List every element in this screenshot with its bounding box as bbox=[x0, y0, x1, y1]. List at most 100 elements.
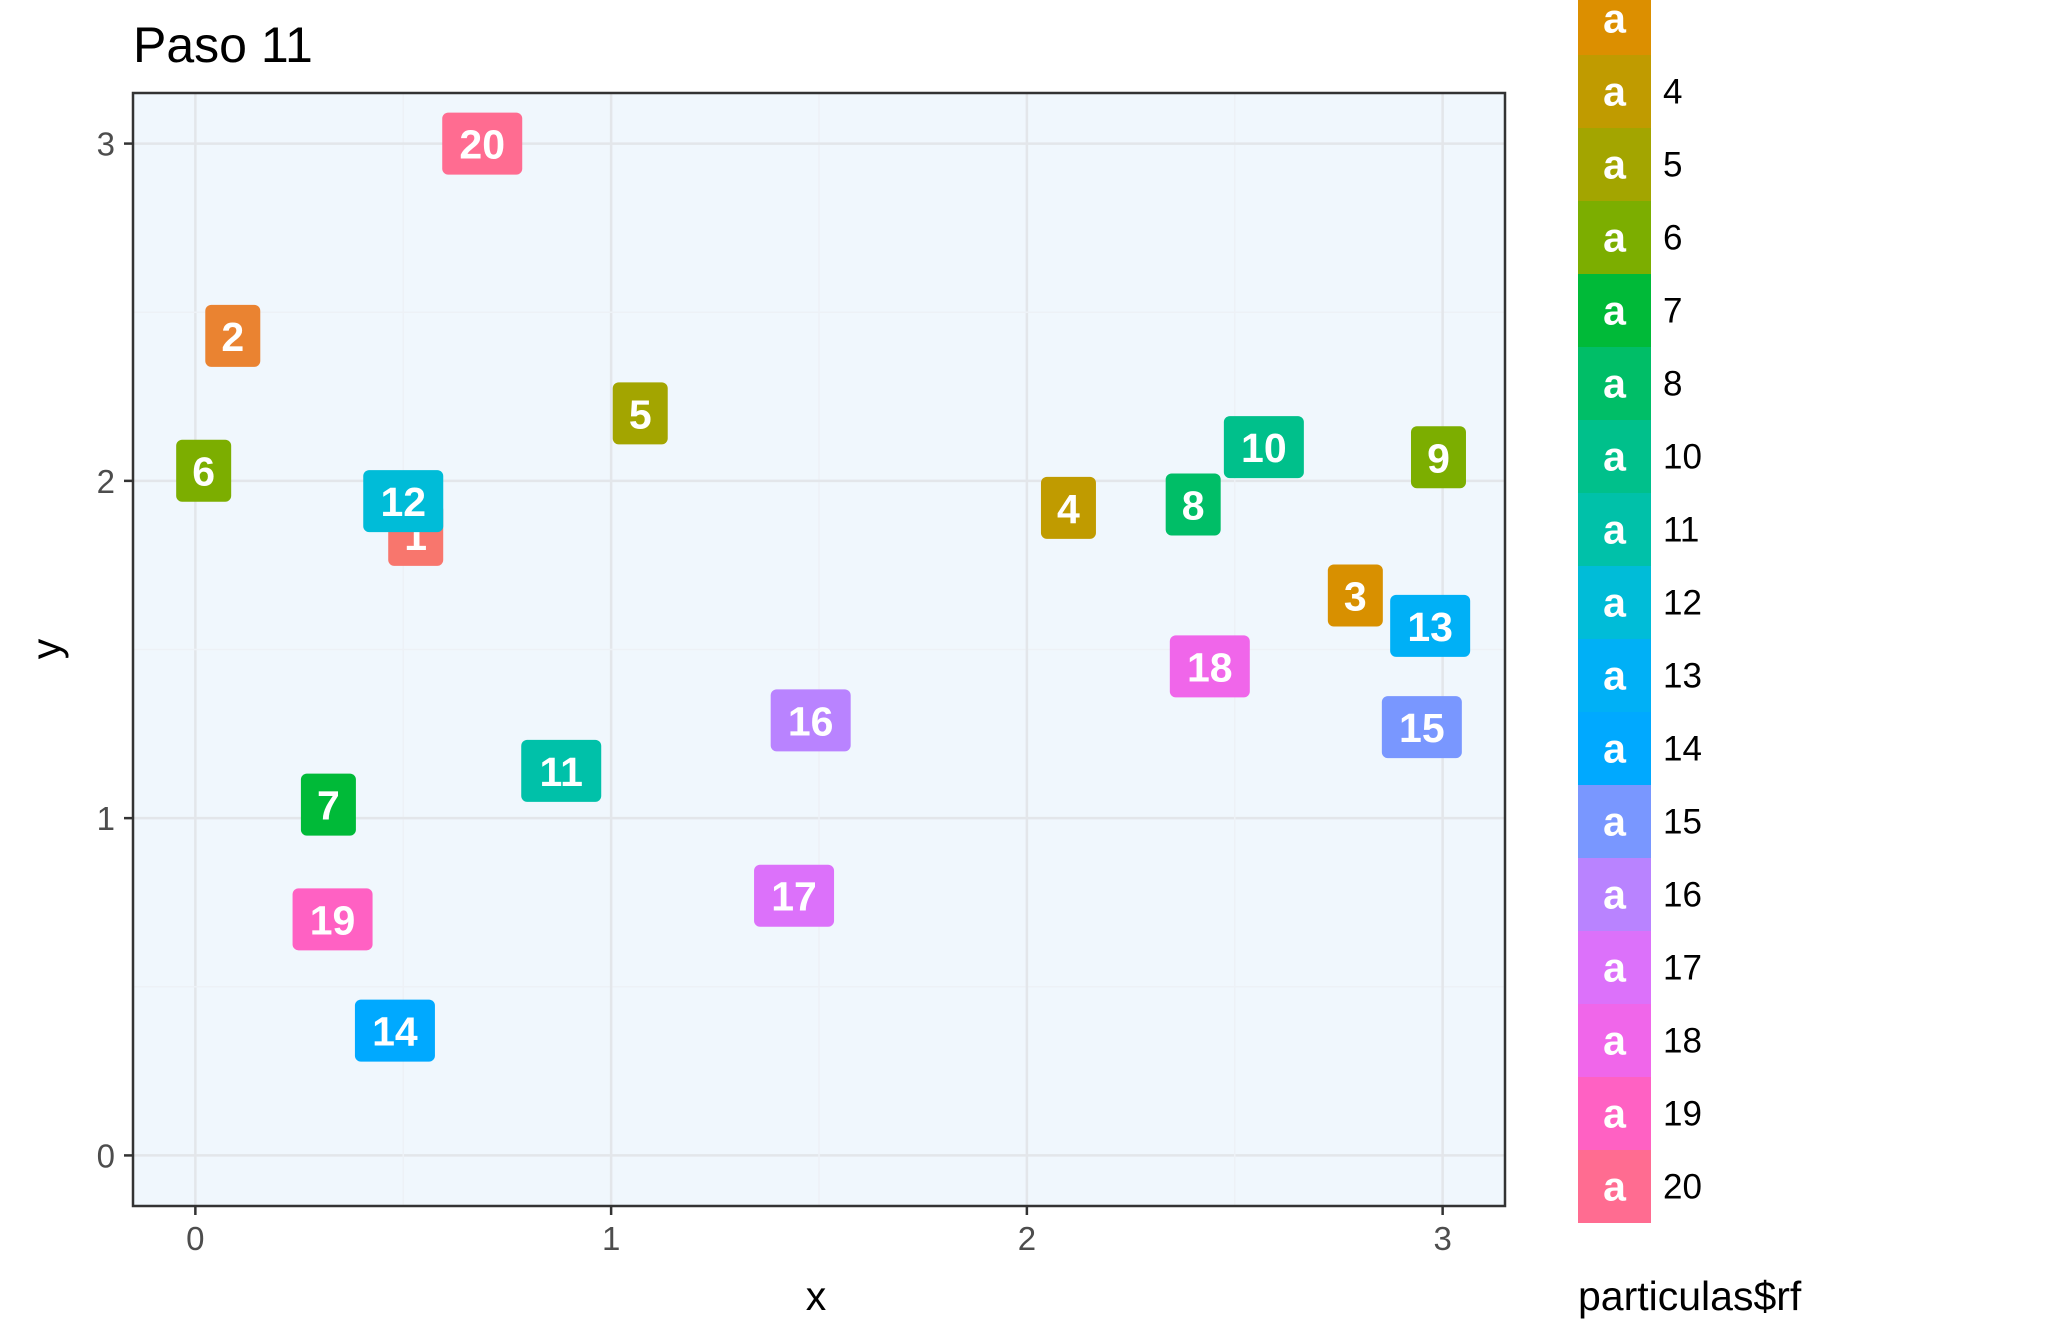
data-label-text: 15 bbox=[1399, 705, 1445, 751]
legend-item: a 16 bbox=[1578, 858, 1702, 931]
legend-label: 18 bbox=[1663, 1022, 1702, 1061]
legend-key bbox=[1578, 55, 1651, 128]
legend-item: a 20 bbox=[1578, 1150, 1702, 1223]
legend-key-glyph: a bbox=[1603, 288, 1627, 334]
legend-key bbox=[1578, 712, 1651, 785]
data-label-19: 19 bbox=[292, 888, 373, 951]
legend-key bbox=[1578, 1077, 1651, 1150]
y-tick-label: 0 bbox=[97, 1137, 115, 1174]
legend-key bbox=[1578, 639, 1651, 712]
legend-label: 15 bbox=[1663, 803, 1702, 842]
data-label-box bbox=[1410, 426, 1466, 489]
legend-key bbox=[1578, 201, 1651, 274]
data-label-10: 10 bbox=[1223, 416, 1304, 479]
data-label-text: 2 bbox=[221, 314, 244, 360]
x-tick-label: 2 bbox=[1018, 1220, 1036, 1257]
y-axis-title: y bbox=[23, 638, 69, 659]
legend-item: a 12 bbox=[1578, 566, 1702, 639]
legend-item: a bbox=[1578, 0, 1651, 55]
legend-label: 10 bbox=[1663, 438, 1702, 477]
data-label-text: 13 bbox=[1407, 604, 1453, 650]
data-label-14: 14 bbox=[354, 999, 435, 1062]
legend-label: 12 bbox=[1663, 584, 1702, 623]
data-label-text: 8 bbox=[1182, 482, 1205, 528]
data-label-box bbox=[1381, 696, 1462, 759]
legend-key-glyph: a bbox=[1603, 507, 1627, 553]
data-label-box bbox=[1327, 564, 1383, 627]
plot-border bbox=[131, 91, 1507, 1208]
legend-key-glyph: a bbox=[1603, 872, 1627, 918]
data-label-box bbox=[754, 864, 835, 927]
legend-key-glyph: a bbox=[1603, 726, 1627, 772]
legend-key-glyph: a bbox=[1603, 799, 1627, 845]
data-label-9: 9 bbox=[1410, 426, 1466, 489]
legend-item: a 14 bbox=[1578, 712, 1702, 785]
data-label-box bbox=[300, 773, 356, 836]
data-label-box bbox=[1390, 594, 1471, 657]
data-label-text: 16 bbox=[788, 698, 834, 744]
y-tick-label: 1 bbox=[97, 800, 115, 837]
data-label-box bbox=[363, 470, 444, 533]
y-tick-label: 2 bbox=[97, 463, 115, 500]
legend-label: 14 bbox=[1663, 730, 1702, 769]
data-label-16: 16 bbox=[770, 689, 851, 752]
legend-key bbox=[1578, 785, 1651, 858]
data-label-2: 2 bbox=[205, 304, 261, 367]
data-label-text: 3 bbox=[1344, 574, 1367, 620]
data-label-text: 14 bbox=[372, 1009, 418, 1055]
data-label-box bbox=[292, 888, 373, 951]
data-label-4: 4 bbox=[1040, 476, 1096, 539]
data-label-text: 10 bbox=[1241, 425, 1287, 471]
data-label-box bbox=[442, 112, 523, 175]
legend: aa 4a 5a 6a 7a 8a 10a 11a 12a 13a 14a 15a 16a 17a 18a 1… bbox=[1578, 0, 1702, 1223]
legend-item: a 17 bbox=[1578, 931, 1702, 1004]
data-label-text: 6 bbox=[192, 449, 215, 495]
data-label-text: 4 bbox=[1057, 486, 1080, 532]
legend-key bbox=[1578, 566, 1651, 639]
x-tick-label: 0 bbox=[186, 1220, 204, 1257]
data-label-text: 18 bbox=[1187, 644, 1233, 690]
data-label-13: 13 bbox=[1390, 594, 1471, 657]
data-label-6: 6 bbox=[176, 439, 232, 502]
data-label-box bbox=[770, 689, 851, 752]
legend-key bbox=[1578, 420, 1651, 493]
legend-key-glyph: a bbox=[1603, 0, 1627, 42]
legend-key bbox=[1578, 128, 1651, 201]
legend-key-glyph: a bbox=[1603, 580, 1627, 626]
legend-title: particulas$rf bbox=[1578, 1273, 1802, 1319]
legend-key bbox=[1578, 858, 1651, 931]
legend-key-glyph: a bbox=[1603, 653, 1627, 699]
data-label-12: 12 bbox=[363, 470, 444, 533]
legend-key-glyph: a bbox=[1603, 1091, 1627, 1137]
legend-label: 8 bbox=[1663, 365, 1682, 404]
data-label-box bbox=[1040, 476, 1096, 539]
legend-label: 19 bbox=[1663, 1095, 1702, 1134]
data-label-17: 17 bbox=[754, 864, 835, 927]
data-label-box bbox=[1169, 635, 1250, 698]
data-label-text: 5 bbox=[629, 391, 652, 437]
data-label-11: 11 bbox=[521, 739, 602, 802]
data-label-text: 12 bbox=[380, 479, 426, 525]
data-label-18: 18 bbox=[1169, 635, 1250, 698]
legend-key bbox=[1578, 1150, 1651, 1223]
legend-key-glyph: a bbox=[1603, 69, 1627, 115]
data-label-8: 8 bbox=[1165, 473, 1221, 536]
data-label-box bbox=[354, 999, 435, 1062]
data-label-text: 20 bbox=[459, 122, 505, 168]
data-label-text: 11 bbox=[540, 749, 583, 795]
legend-key bbox=[1578, 493, 1651, 566]
data-label-box bbox=[521, 739, 602, 802]
legend-key-glyph: a bbox=[1603, 1164, 1627, 1210]
x-tick-label: 1 bbox=[602, 1220, 620, 1257]
data-label-box bbox=[612, 382, 668, 445]
data-label-text: 9 bbox=[1427, 435, 1450, 481]
data-label-15: 15 bbox=[1381, 696, 1462, 759]
legend-item: a 13 bbox=[1578, 639, 1702, 712]
legend-key-glyph: a bbox=[1603, 142, 1627, 188]
